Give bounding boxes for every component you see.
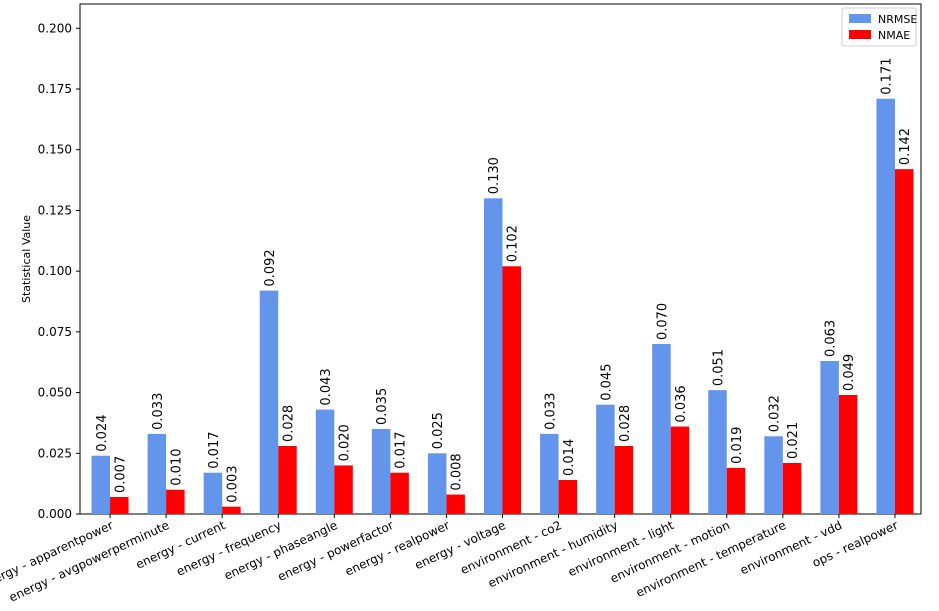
bar-nmae	[838, 395, 858, 514]
bar-nrmse	[91, 455, 111, 514]
bar-value-label: 0.092	[263, 249, 278, 286]
bar-value-label: 0.019	[730, 427, 745, 464]
bar-value-label: 0.051	[712, 349, 727, 386]
bar-nrmse	[820, 361, 839, 514]
bar-nmae	[782, 463, 802, 514]
bar-value-label: 0.036	[674, 385, 689, 422]
legend-label-nrmse: NRMSE	[878, 13, 917, 26]
bar-value-label: 0.033	[543, 393, 558, 430]
bar-nmae	[110, 497, 129, 514]
bar-nrmse	[652, 344, 671, 514]
y-tick-label: 0.175	[38, 82, 72, 96]
bar-value-label: 0.102	[506, 225, 521, 262]
bar-value-label: 0.007	[113, 456, 128, 493]
bar-value-label: 0.003	[225, 465, 240, 502]
bar-nmae	[614, 446, 634, 514]
bar-nrmse	[540, 433, 559, 514]
bar-nmae	[278, 446, 297, 514]
bar-value-label: 0.028	[281, 405, 296, 442]
bar-value-label: 0.010	[169, 448, 184, 485]
bar-value-label: 0.033	[151, 393, 166, 430]
bar-value-label: 0.008	[450, 453, 465, 490]
bar-nrmse	[259, 290, 279, 514]
bar-value-label: 0.130	[487, 157, 502, 194]
bar-nmae	[558, 480, 578, 514]
bar-value-label: 0.035	[375, 388, 390, 425]
legend-label-nmae: NMAE	[878, 29, 910, 42]
bar-value-label: 0.028	[618, 405, 633, 442]
bar-value-label: 0.043	[319, 368, 334, 405]
y-tick-label: 0.100	[38, 264, 72, 278]
y-tick-label: 0.075	[38, 325, 72, 339]
bar-nrmse	[484, 198, 503, 515]
bar-nrmse	[764, 436, 783, 514]
bar-nrmse	[876, 98, 895, 514]
bar-value-label: 0.020	[338, 424, 353, 461]
bar-value-label: 0.025	[431, 412, 446, 449]
bar-nmae	[502, 266, 521, 514]
bar-value-label: 0.142	[898, 128, 913, 165]
bar-nmae	[446, 494, 465, 514]
bar-value-label: 0.049	[842, 354, 857, 391]
bar-value-label: 0.021	[786, 422, 801, 459]
bar-nrmse	[371, 429, 391, 514]
bar-nrmse	[147, 433, 167, 514]
y-tick-label: 0.125	[38, 203, 72, 217]
bar-value-label: 0.032	[768, 395, 783, 432]
y-axis-label: Statistical Value	[20, 215, 33, 303]
bar-nmae	[726, 467, 746, 514]
y-tick-label: 0.050	[38, 386, 72, 400]
bar-value-label: 0.045	[599, 363, 614, 400]
bar-nmae	[166, 489, 185, 514]
bar-nrmse	[596, 404, 615, 514]
legend-swatch-nrmse	[849, 14, 871, 23]
legend-swatch-nmae	[849, 30, 871, 39]
y-tick-label: 0.025	[38, 446, 72, 460]
bar-nrmse	[203, 472, 223, 514]
bar-nmae	[390, 472, 409, 514]
y-tick-label: 0.000	[38, 507, 72, 521]
legend: NRMSE NMAE	[841, 7, 917, 47]
bar-nrmse	[708, 390, 727, 514]
bar-value-label: 0.014	[562, 439, 577, 476]
bar-nrmse	[315, 409, 335, 514]
bar-nmae	[894, 169, 914, 514]
y-tick-label: 0.200	[38, 21, 72, 35]
bar-nmae	[670, 426, 690, 514]
bar-value-label: 0.017	[394, 431, 409, 468]
bar-value-label: 0.171	[880, 57, 895, 94]
bar-nrmse	[427, 453, 447, 514]
bar-value-label: 0.017	[207, 431, 222, 468]
bar-value-label: 0.070	[655, 303, 670, 340]
bar-nmae	[222, 506, 241, 514]
bar-value-label: 0.063	[824, 320, 839, 357]
y-tick-label: 0.150	[38, 143, 72, 157]
bar-value-label: 0.024	[95, 414, 110, 451]
bar-nmae	[334, 465, 353, 514]
